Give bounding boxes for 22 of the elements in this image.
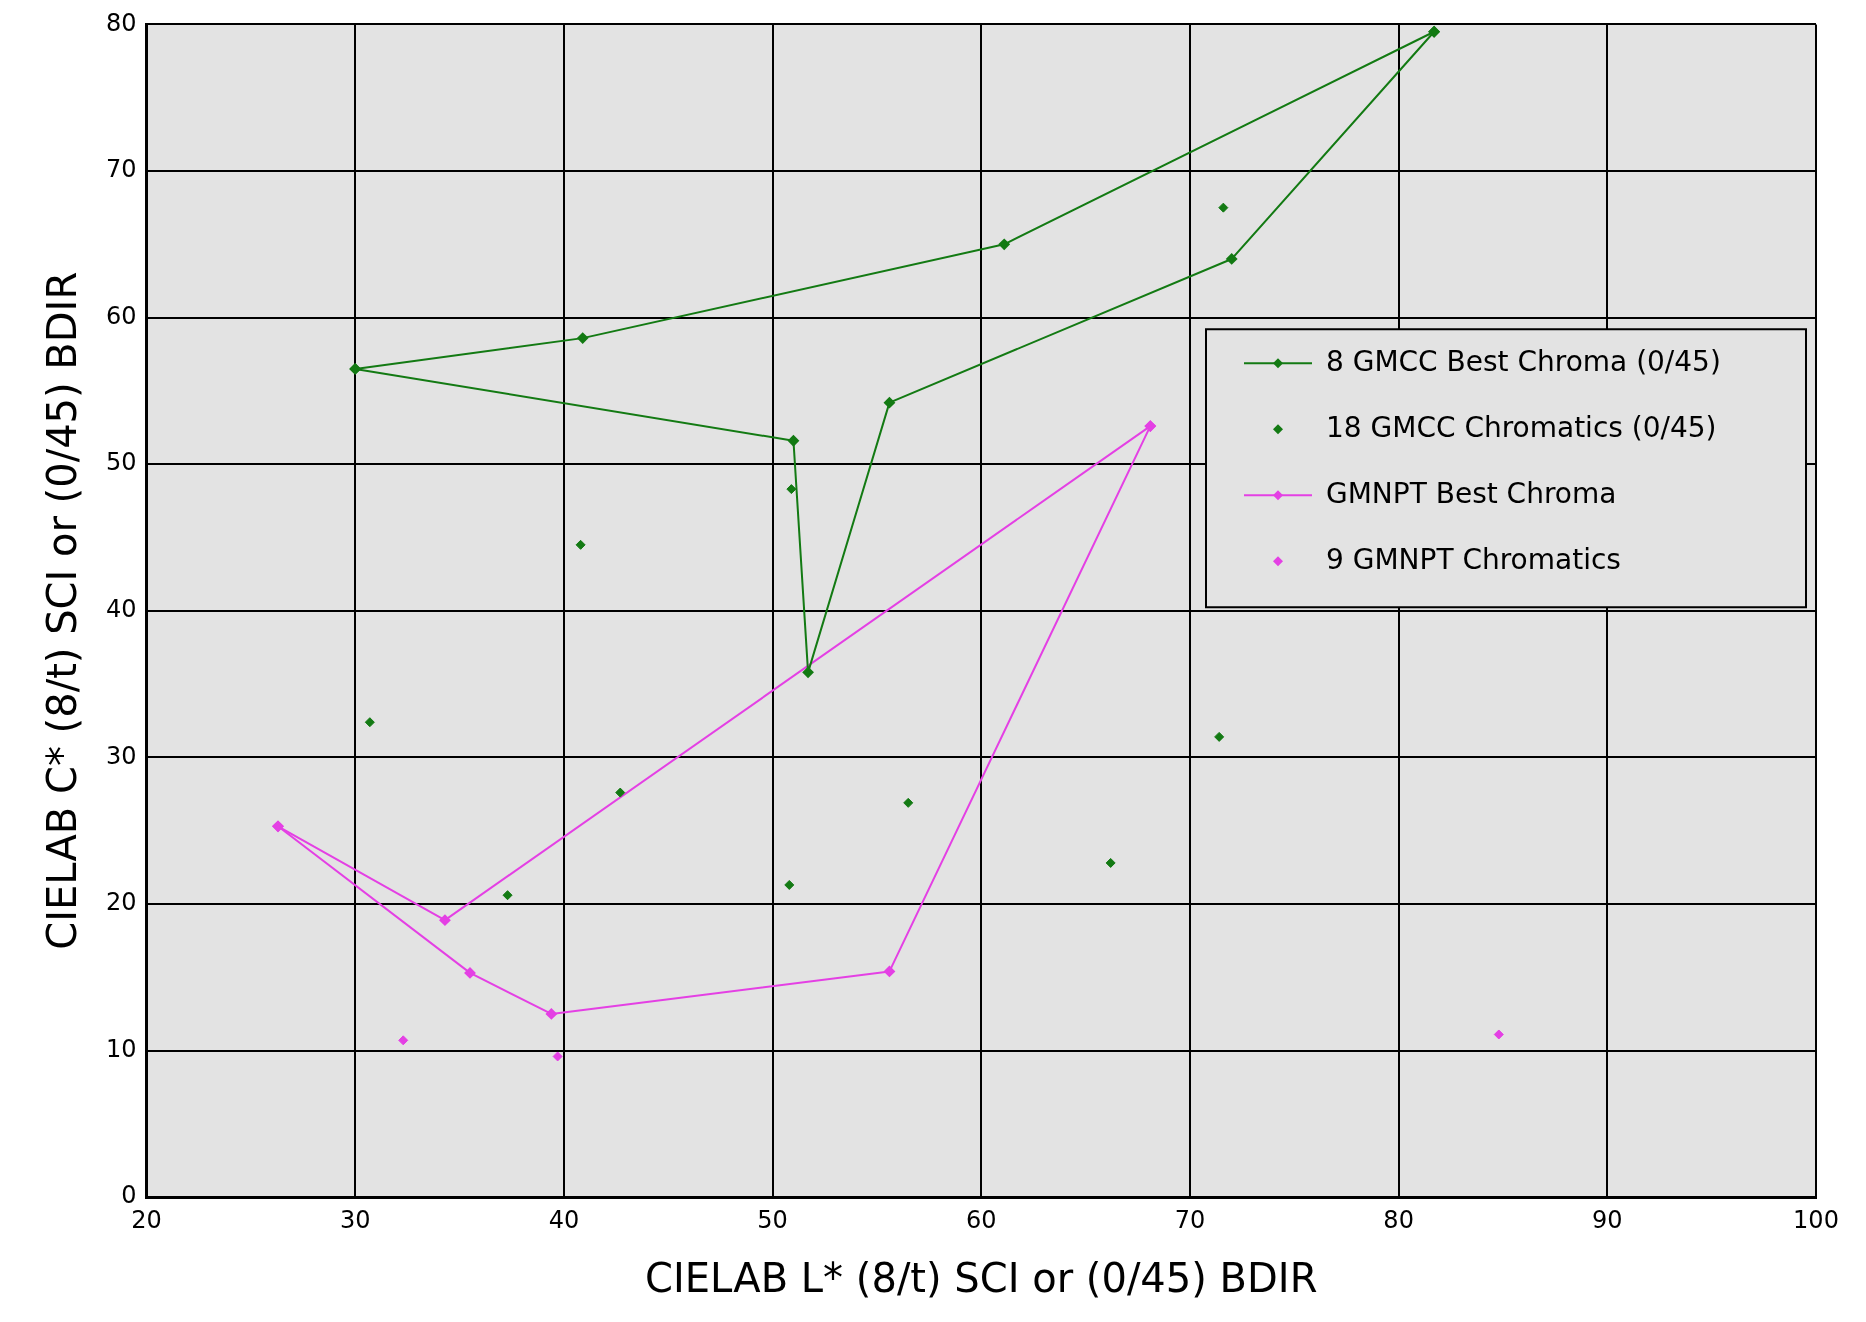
x-tick-label: 60 bbox=[966, 1205, 997, 1234]
x-axis-title: CIELAB L* (8/t) SCI or (0/45) BDIR bbox=[645, 1255, 1318, 1302]
y-tick-label: 70 bbox=[105, 155, 137, 184]
legend-label: 9 GMNPT Chromatics bbox=[1326, 542, 1621, 576]
legend-label: 8 GMCC Best Chroma (0/45) bbox=[1326, 344, 1721, 378]
x-tick-label: 30 bbox=[339, 1205, 371, 1234]
y-tick-label: 50 bbox=[105, 448, 137, 477]
y-tick-label: 80 bbox=[105, 8, 137, 37]
y-tick-label: 20 bbox=[105, 888, 137, 917]
y-tick-label: 60 bbox=[105, 301, 137, 330]
x-tick-label: 70 bbox=[1174, 1205, 1206, 1234]
x-tick-label: 40 bbox=[548, 1205, 580, 1234]
y-axis-title: CIELAB C* (8/t) SCI or (0/45) BDIR bbox=[39, 271, 86, 950]
y-tick-label: 30 bbox=[105, 741, 137, 770]
y-tick-label: 40 bbox=[105, 595, 137, 624]
x-tick-label: 50 bbox=[757, 1205, 788, 1234]
legend-label: 18 GMCC Chromatics (0/45) bbox=[1326, 410, 1717, 444]
x-tick-label: 100 bbox=[1793, 1205, 1839, 1234]
legend-label: GMNPT Best Chroma bbox=[1326, 476, 1617, 510]
x-tick-label: 90 bbox=[1592, 1205, 1623, 1234]
x-tick-label: 80 bbox=[1383, 1205, 1414, 1234]
y-tick-label: 10 bbox=[105, 1034, 137, 1063]
